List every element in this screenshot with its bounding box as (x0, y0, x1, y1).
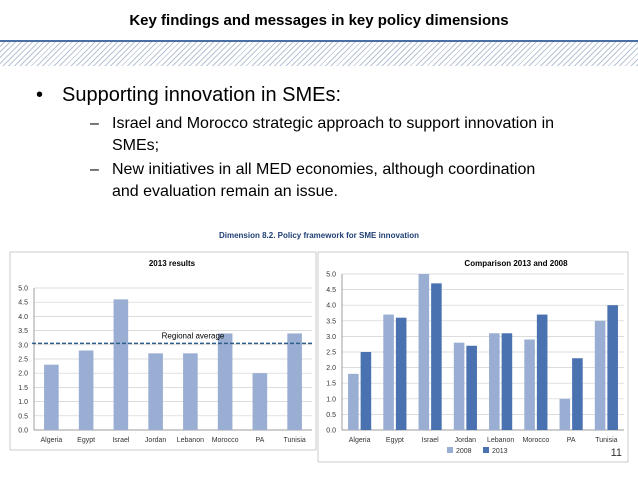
x-tick-label: Jordan (455, 437, 477, 444)
chart-title: Comparison 2013 and 2008 (464, 259, 568, 268)
x-tick-label: Egypt (77, 437, 95, 444)
y-tick-label: 4.5 (326, 287, 336, 294)
y-tick-label: 3.0 (18, 342, 28, 349)
x-tick-label: Israel (112, 437, 130, 444)
y-tick-label: 0.5 (326, 412, 336, 419)
dash-icon: – (90, 161, 99, 178)
main-bullet-text: Supporting innovation in SMEs: (62, 84, 342, 106)
legend-swatch (447, 447, 453, 453)
x-tick-label: Jordan (145, 437, 167, 444)
slide-title-bar: Key findings and messages in key policy … (0, 0, 638, 40)
bar (148, 353, 163, 430)
sub-bullet-line: and evaluation remain an issue. (112, 183, 338, 200)
x-tick-label: Lebanon (177, 437, 204, 444)
regional-average-label: Regional average (162, 331, 225, 340)
y-tick-label: 1.5 (326, 381, 336, 388)
bar-2008 (418, 274, 430, 430)
y-tick-label: 2.0 (326, 365, 336, 372)
bar-2013 (501, 333, 513, 430)
x-tick-label: Morocco (522, 437, 549, 444)
bar-2013 (536, 314, 548, 430)
bar-2008 (594, 320, 606, 430)
x-tick-label: Tunisia (283, 437, 305, 444)
chart-title: 2013 results (149, 259, 196, 268)
x-tick-label: PA (255, 437, 264, 444)
y-tick-label: 4.5 (18, 300, 28, 307)
bar-2013 (466, 345, 477, 430)
y-tick-label: 2.0 (18, 371, 28, 378)
y-tick-label: 3.5 (326, 318, 336, 325)
x-tick-label: Algeria (40, 437, 62, 444)
bar-2013 (431, 283, 442, 430)
y-tick-label: 0.5 (18, 413, 28, 420)
chart-frame (317, 251, 629, 463)
figure-title: Dimension 8.2. Policy framework for SME … (218, 231, 420, 240)
y-tick-label: 3.5 (18, 328, 28, 335)
sub-bullet-line: New initiatives in all MED economies, al… (112, 161, 536, 178)
bar-2008 (453, 342, 465, 430)
bar (183, 353, 198, 430)
y-tick-label: 3.0 (326, 334, 336, 341)
bar-2013 (572, 358, 583, 430)
y-tick-label: 0.0 (18, 428, 28, 435)
x-tick-label: Egypt (386, 437, 404, 444)
bar-2008 (383, 314, 394, 430)
main-bullet: • Supporting innovation in SMEs: (36, 84, 626, 107)
bar (44, 364, 59, 430)
x-tick-label: PA (567, 437, 576, 444)
y-tick-label: 2.5 (18, 357, 28, 364)
page-number: 11 (610, 447, 622, 459)
bar-2008 (559, 398, 571, 430)
legend-swatch (483, 447, 489, 453)
y-tick-label: 1.0 (326, 396, 336, 403)
bar (252, 373, 268, 430)
y-tick-label: 0.0 (326, 428, 336, 435)
chart-frame (9, 251, 317, 451)
sub-bullet: – Israel and Morocco strategic approach … (90, 113, 626, 157)
sub-bullet-line: SMEs; (112, 137, 160, 154)
sub-bullet-line: Israel and Morocco strategic approach to… (112, 115, 555, 132)
bar-2013 (607, 305, 618, 430)
bar-2013 (395, 317, 407, 430)
dash-icon: – (90, 115, 99, 132)
sub-bullet-list: – Israel and Morocco strategic approach … (90, 113, 626, 203)
y-tick-label: 5.0 (326, 272, 336, 279)
slide-title: Key findings and messages in key policy … (129, 11, 509, 29)
title-divider (0, 40, 638, 42)
y-tick-label: 2.5 (326, 350, 336, 357)
bar (217, 333, 233, 430)
legend-label: 2013 (492, 448, 508, 455)
bullet-dot-icon: • (36, 84, 44, 106)
bar-2013 (360, 352, 372, 430)
x-tick-label: Tunisia (595, 437, 617, 444)
x-tick-label: Israel (422, 437, 440, 444)
bar-2008 (348, 373, 359, 430)
y-tick-label: 1.5 (18, 385, 28, 392)
bar (287, 333, 302, 430)
title-hatch-decoration (0, 40, 638, 66)
y-tick-label: 4.0 (18, 314, 28, 321)
y-tick-label: 4.0 (326, 303, 336, 310)
sub-bullet: – New initiatives in all MED economies, … (90, 159, 626, 203)
bar (113, 299, 129, 430)
bar-2008 (489, 333, 500, 430)
bar-2008 (524, 339, 535, 430)
x-tick-label: Morocco (212, 437, 239, 444)
slide-body: • Supporting innovation in SMEs: – Israe… (36, 84, 626, 205)
y-tick-label: 1.0 (18, 399, 28, 406)
x-tick-label: Algeria (349, 437, 371, 444)
legend-label: 2008 (456, 448, 472, 455)
x-tick-label: Lebanon (487, 437, 514, 444)
y-tick-label: 5.0 (18, 286, 28, 293)
bar (78, 350, 94, 430)
